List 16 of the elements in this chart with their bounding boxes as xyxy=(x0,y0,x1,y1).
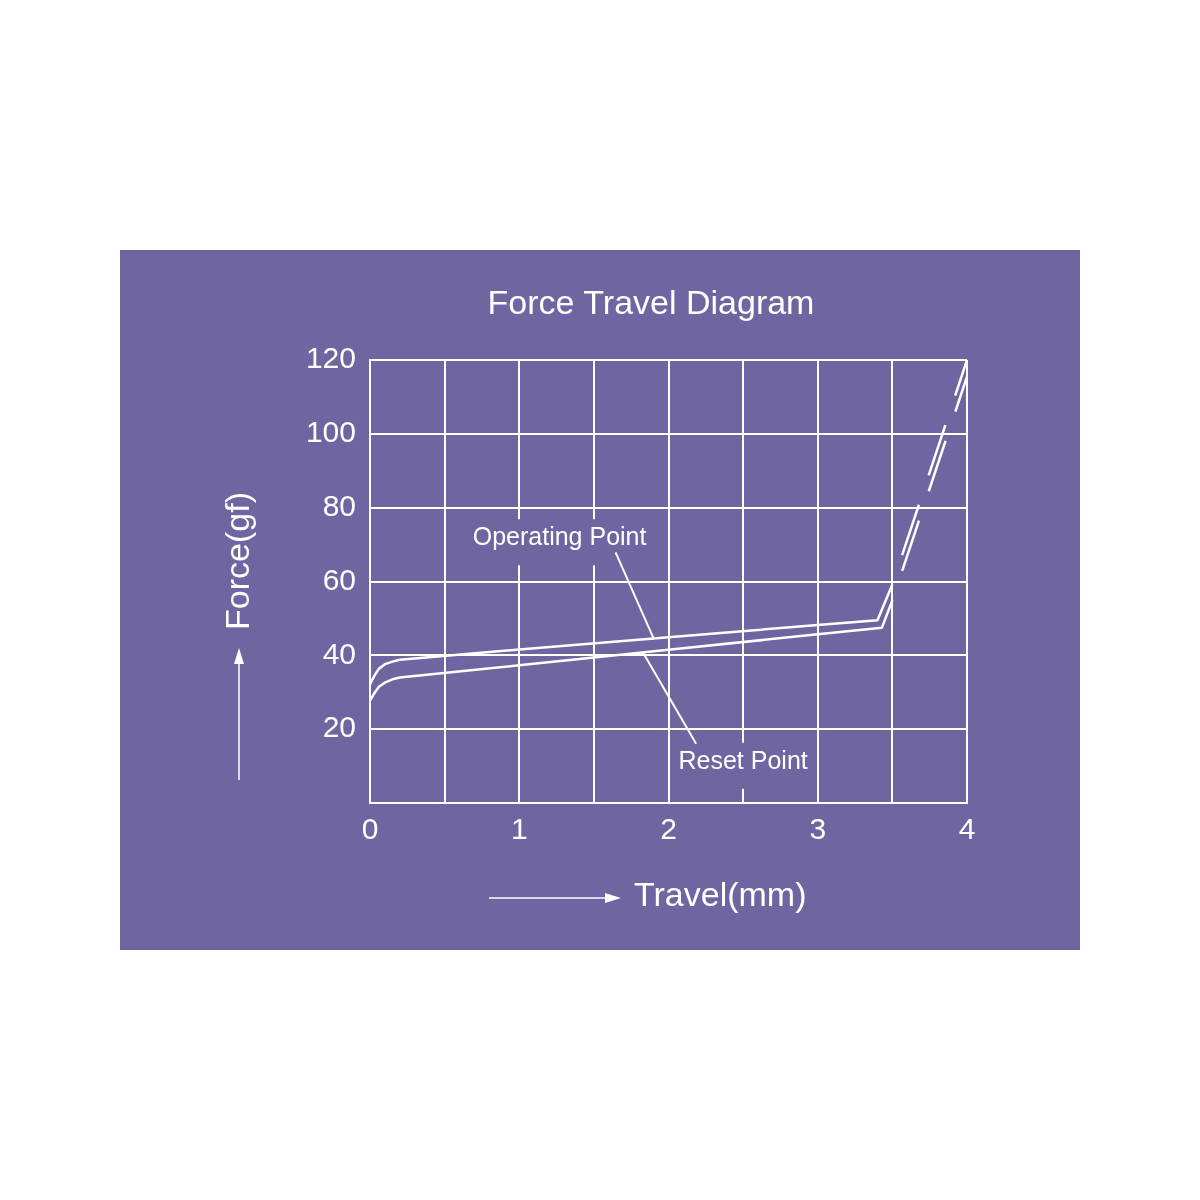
x-axis-title: Travel(mm) xyxy=(634,874,807,914)
annotation: Operating Point xyxy=(472,522,647,551)
x-tick-label: 3 xyxy=(809,812,827,846)
x-tick-label: 2 xyxy=(660,812,677,846)
y-axis-title: Force(gf) xyxy=(217,492,257,630)
y-tick-label: 100 xyxy=(305,415,356,449)
annotation: Reset Point xyxy=(678,745,808,774)
y-tick-label: 40 xyxy=(322,636,356,670)
y-tick-label: 80 xyxy=(322,488,356,522)
x-tick-label: 1 xyxy=(510,812,528,846)
y-tick-label: 20 xyxy=(322,710,356,744)
x-tick-label: 4 xyxy=(958,812,976,846)
x-tick-label: 0 xyxy=(361,812,379,846)
chart-title: Force Travel Diagram xyxy=(486,283,816,322)
y-tick-label: 120 xyxy=(305,341,356,375)
y-tick-label: 60 xyxy=(322,562,356,596)
